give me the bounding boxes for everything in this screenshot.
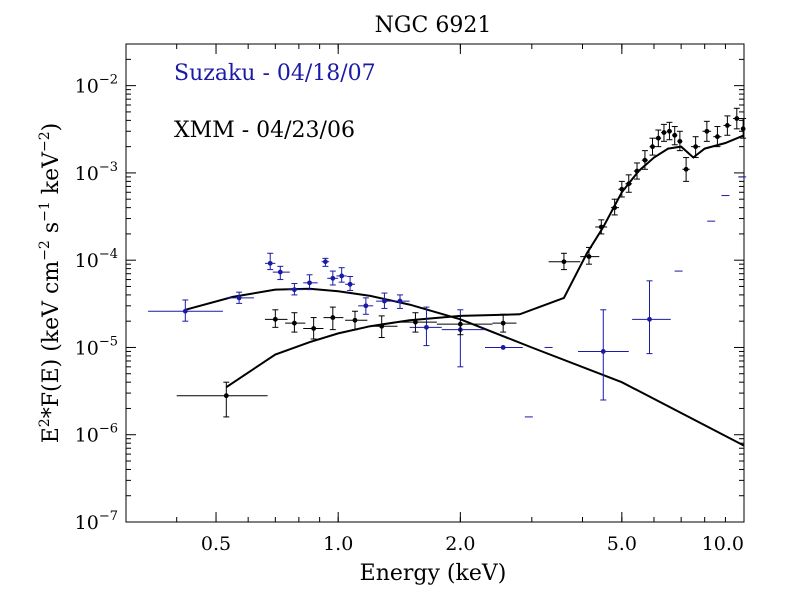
data-point (397, 298, 403, 304)
data-point (182, 308, 188, 314)
legend: Suzaku - 04/18/07 XMM - 04/23/06 (174, 61, 376, 143)
data-point (382, 298, 387, 304)
legend-entry: Suzaku - 04/18/07 (174, 61, 376, 86)
data-point (647, 316, 652, 322)
model-curve (185, 287, 745, 447)
plot-border (125, 43, 745, 523)
plot-frame (125, 43, 745, 523)
data-point (413, 319, 418, 325)
y-tick-label: 10−5 (75, 334, 118, 359)
y-tick-label: 10−7 (75, 509, 118, 534)
data-point (236, 295, 242, 301)
data-point (586, 254, 592, 259)
x-tick-label: 1.0 (323, 533, 353, 555)
data-point (339, 273, 345, 279)
data-point (612, 205, 618, 211)
legend-entry: XMM - 04/23/06 (174, 118, 355, 143)
x-axis: 0.5 1.0 2.0 5.0 10.0 (176, 44, 745, 555)
chart-title: NGC 6921 (375, 13, 492, 38)
x-tick-label: 2.0 (445, 533, 475, 555)
model-curves (185, 134, 745, 447)
data-point (642, 157, 648, 163)
data-point (223, 393, 229, 399)
data-point (693, 144, 699, 150)
data-point (347, 281, 353, 287)
data-point (619, 186, 625, 192)
data-point (424, 324, 429, 330)
y-tick-label: 10−6 (75, 422, 118, 447)
data-point (672, 132, 678, 138)
data-point (626, 181, 632, 187)
data-point (724, 123, 730, 128)
y-tick-label: 10−4 (75, 247, 118, 272)
data-point (650, 144, 655, 150)
data-point (363, 303, 369, 309)
data-point (683, 166, 689, 172)
data-point (655, 135, 661, 141)
data-point (457, 321, 463, 327)
data-point (704, 128, 710, 134)
data-point (500, 320, 506, 326)
y-tick-label: 10−2 (75, 73, 118, 98)
x-tick-label: 0.5 (201, 533, 231, 555)
x-axis-label: Energy (keV) (360, 561, 507, 586)
data-point (634, 168, 640, 174)
data-point (352, 317, 358, 323)
data-point (667, 128, 672, 134)
data-point (379, 323, 385, 329)
y-tick-label: 10−3 (75, 160, 118, 185)
data-point (734, 116, 740, 121)
model-curve (225, 134, 745, 389)
data-point (715, 134, 720, 140)
data-point (500, 345, 506, 350)
data-point (330, 315, 336, 320)
series-xmm (176, 107, 747, 418)
data-point (311, 326, 317, 331)
data-point (322, 259, 328, 265)
series-suzaku (148, 176, 747, 418)
data-point (292, 320, 297, 326)
data-point (272, 316, 278, 322)
data-point (267, 260, 273, 266)
data-series (148, 107, 747, 418)
x-tick-label: 5.0 (607, 533, 637, 555)
data-point (600, 349, 606, 354)
data-point (677, 138, 683, 144)
data-point (661, 130, 667, 135)
data-point (740, 126, 746, 132)
data-point (292, 287, 297, 293)
y-axis-label: E2*F(E) (keV cm−2 s−1 keV−2) (37, 123, 64, 444)
data-point (307, 280, 312, 286)
data-point (277, 269, 283, 275)
x-tick-label: 10.0 (702, 533, 744, 555)
data-point (330, 275, 336, 281)
data-point (561, 259, 567, 265)
y-axis: 10−7 10−6 10−5 10−4 10−3 10−2 (75, 58, 744, 534)
data-point (598, 224, 604, 230)
